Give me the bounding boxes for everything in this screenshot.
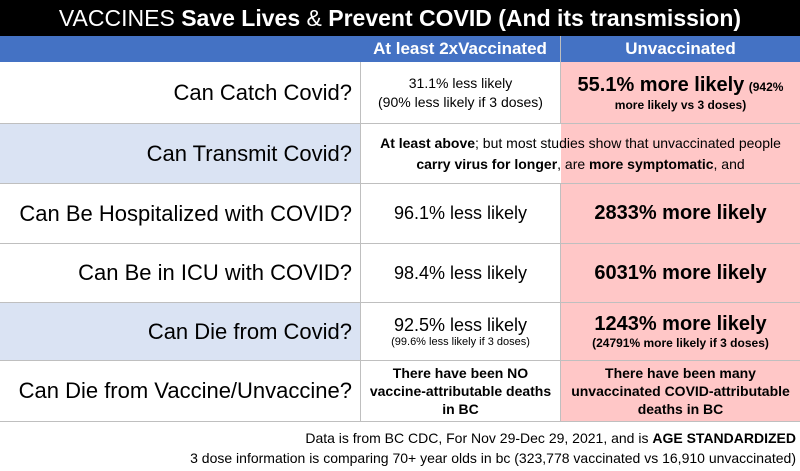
row-question: Can Be Hospitalized with COVID?	[19, 200, 352, 226]
vaccinated-cell: There have been NO vaccine-attributable …	[360, 361, 560, 421]
header-blank	[0, 36, 360, 62]
row-question: Can Transmit Covid?	[0, 124, 360, 183]
title-part: VACCINES	[58, 5, 182, 31]
title-part: Save Lives	[181, 5, 301, 31]
vaccinated-cell: 96.1% less likely	[360, 184, 560, 243]
text-part: , and	[713, 155, 745, 172]
cell-sub: (24791% more likely if 3 doses)	[592, 336, 769, 350]
cell-line: deaths in BC	[637, 401, 724, 417]
vaccinated-cell: 31.1% less likely (90% less likely if 3 …	[360, 62, 560, 123]
header-unvaccinated: Unvaccinated	[560, 36, 800, 62]
cell-line: There have been NO	[392, 365, 529, 381]
text-part: carry virus for longer	[416, 155, 558, 172]
table-row: Can Be in ICU with COVID? 98.4% less lik…	[0, 244, 800, 303]
table-row: Can Die from Covid? 92.5% less likely (9…	[0, 303, 800, 361]
row-question: Can Die from Vaccine/Unvaccine?	[18, 378, 352, 403]
cell-line: unvaccinated COVID-attributable	[571, 383, 790, 399]
unvaccinated-cell: There have been many unvaccinated COVID-…	[560, 361, 800, 421]
cell-main: 1243% more likely	[594, 313, 767, 335]
vaccinated-cell: 98.4% less likely	[360, 244, 560, 302]
cell-main: 55.1% more likely	[577, 73, 745, 96]
cell-line: (90% less likely if 3 doses)	[378, 93, 543, 110]
text-part: more symptomatic	[589, 155, 714, 172]
title-part: (And its transmission)	[491, 5, 742, 31]
page-title: VACCINES Save Lives & Prevent COVID (And…	[0, 0, 800, 36]
footer-line-1: Data is from BC CDC, For Nov 29-Dec 29, …	[0, 428, 796, 448]
header-vaccinated: At least 2xVaccinated	[360, 36, 560, 62]
text-part: , are	[557, 155, 590, 172]
title-part: &	[300, 5, 329, 31]
vaccinated-cell: 92.5% less likely (99.6% less likely if …	[360, 303, 560, 360]
table-row: Can Transmit Covid? At least above; but …	[0, 124, 800, 184]
cell-line: There have been many	[605, 365, 756, 381]
cell-line: vaccine-attributable deaths	[369, 383, 552, 399]
transmit-text: At least above; but most studies show th…	[371, 133, 791, 175]
table-row: Can Die from Vaccine/Unvaccine? There ha…	[0, 361, 800, 422]
footer-text: AGE STANDARDIZED	[652, 430, 796, 446]
cell-sub: (942%	[748, 79, 784, 94]
unvaccinated-cell: 6031% more likely	[560, 244, 800, 302]
unvaccinated-cell: 55.1% more likely (942% more likely vs 3…	[560, 62, 800, 123]
footer-line-2: 3 dose information is comparing 70+ year…	[190, 450, 796, 466]
row-question: Can Die from Covid?	[0, 303, 360, 360]
unvaccinated-cell: 2833% more likely	[560, 184, 800, 243]
cell-sub: more likely vs 3 doses)	[614, 97, 747, 112]
cell-line: 31.1% less likely	[408, 74, 513, 91]
table-row: Can Be Hospitalized with COVID? 96.1% le…	[0, 184, 800, 244]
text-part: At least above	[380, 134, 476, 151]
pink-background	[561, 124, 800, 183]
cell-line: (99.6% less likely if 3 doses)	[391, 336, 530, 348]
transmit-cell: At least above; but most studies show th…	[360, 124, 800, 183]
row-question: Can Catch Covid?	[173, 79, 352, 105]
cell-line: in BC	[442, 401, 479, 417]
footer-text: Data is from BC CDC, For Nov 29-Dec 29, …	[305, 430, 653, 446]
text-part: ; but most studies show that unvaccinate…	[475, 134, 781, 151]
cell-line: 92.5% less likely	[393, 315, 528, 335]
row-question: Can Be in ICU with COVID?	[78, 260, 352, 285]
title-part: Prevent COVID	[328, 5, 492, 31]
table-row: Can Catch Covid? 31.1% less likely (90% …	[0, 62, 800, 124]
unvaccinated-cell: 1243% more likely (24791% more likely if…	[560, 303, 800, 360]
